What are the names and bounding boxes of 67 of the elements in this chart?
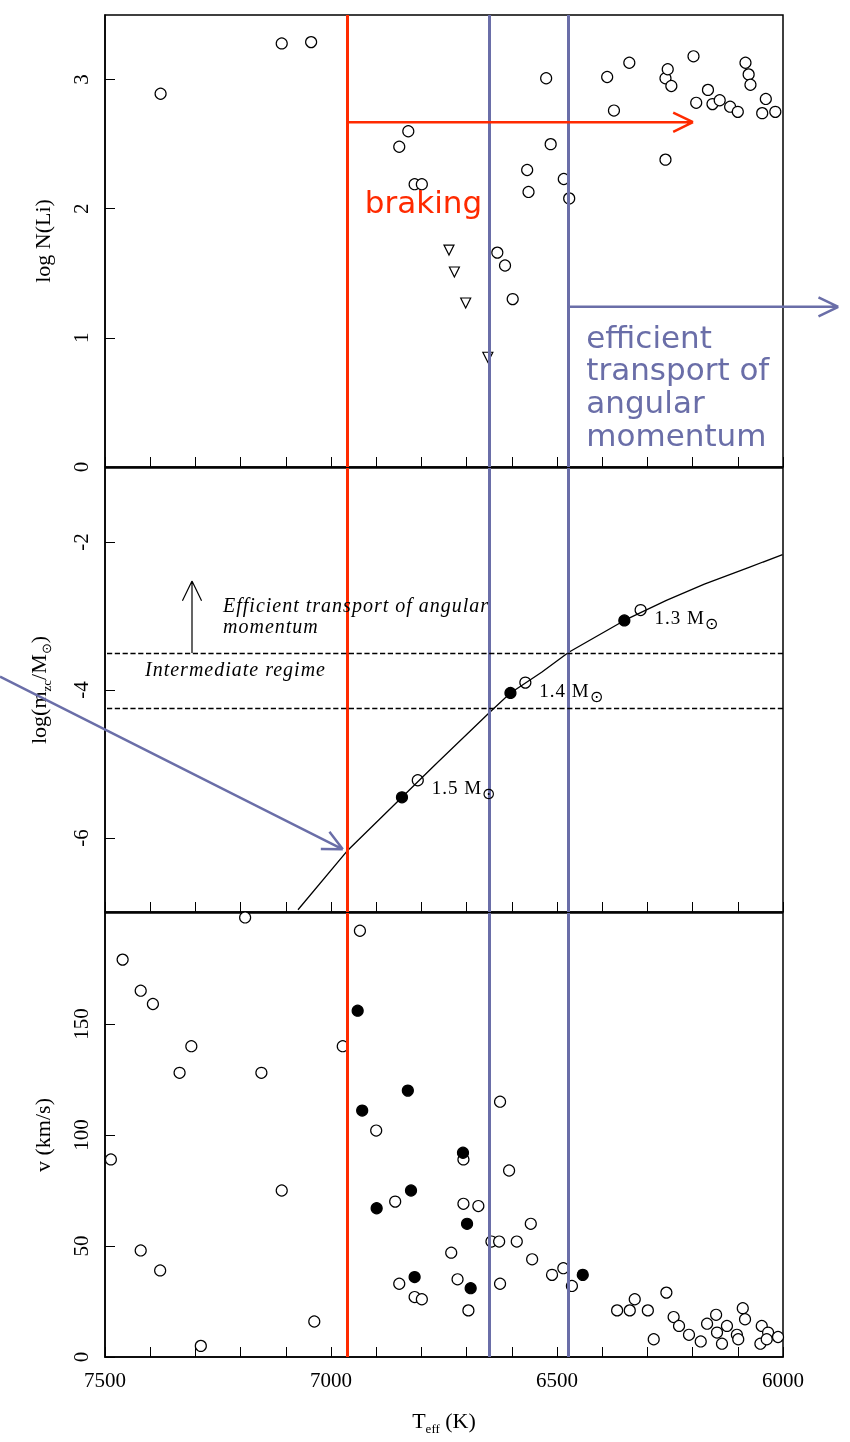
point <box>601 70 614 84</box>
point <box>305 36 318 49</box>
point <box>370 1202 383 1215</box>
y-tick-label: -2 <box>68 533 93 551</box>
point <box>713 94 726 107</box>
y-axis-title: log(mzc/M⊙) <box>25 635 54 745</box>
point <box>460 297 472 309</box>
point <box>448 266 460 278</box>
point <box>623 56 636 69</box>
point <box>544 138 557 151</box>
x-tick-label: 7500 <box>84 1367 126 1392</box>
point <box>464 1282 477 1295</box>
y-tick-label: 150 <box>68 1008 93 1040</box>
point <box>665 79 678 93</box>
point <box>607 104 621 117</box>
point <box>275 37 288 50</box>
point <box>756 107 769 120</box>
point <box>659 153 672 166</box>
point <box>404 1184 418 1197</box>
point <box>744 78 757 91</box>
point <box>351 1004 364 1017</box>
point <box>356 1104 369 1117</box>
point <box>521 163 534 177</box>
y-tick-label: 100 <box>68 1119 93 1151</box>
point <box>687 50 700 63</box>
point <box>456 1146 470 1159</box>
point <box>739 56 752 69</box>
annotation: Intermediate regime <box>145 658 327 680</box>
point <box>401 1084 414 1097</box>
y-tick-label: 50 <box>68 1235 93 1257</box>
point <box>498 259 512 272</box>
point <box>460 1217 474 1230</box>
y-tick-label: -6 <box>68 829 93 847</box>
point <box>742 68 755 81</box>
point <box>154 87 167 100</box>
y-tick-label: 2 <box>68 203 93 214</box>
point <box>661 63 674 76</box>
point <box>504 686 517 700</box>
point <box>491 246 504 259</box>
point <box>759 92 772 106</box>
point <box>522 185 535 199</box>
y-tick-label: 1 <box>68 332 93 344</box>
y-tick-label: 0 <box>68 461 93 473</box>
point <box>393 140 406 153</box>
y-tick-label: 0 <box>68 1351 93 1363</box>
point <box>701 83 715 96</box>
x-tick-label: 6500 <box>536 1367 578 1392</box>
annotation: 1.3 M$_{⊙}$ <box>654 607 720 633</box>
annotation: efficient transport of angular momentum <box>586 318 771 453</box>
point <box>769 105 782 118</box>
point <box>576 1268 589 1281</box>
y-tick-label: 3 <box>68 74 93 85</box>
y-axis-title: v (km/s) <box>29 1098 55 1172</box>
y-tick-label: -4 <box>68 680 93 699</box>
point <box>506 293 519 306</box>
point <box>443 244 455 256</box>
x-tick-label: 6000 <box>762 1367 804 1392</box>
x-tick-label: 7000 <box>310 1367 352 1392</box>
annotation: 1.4 M$_{⊙}$ <box>539 679 604 705</box>
point <box>415 178 428 191</box>
annotation: braking <box>364 184 484 221</box>
point <box>731 105 744 118</box>
point <box>540 72 553 85</box>
y-axis-title: log N(Li) <box>29 199 55 283</box>
point <box>402 125 415 138</box>
point <box>408 1270 421 1284</box>
point <box>690 96 703 109</box>
